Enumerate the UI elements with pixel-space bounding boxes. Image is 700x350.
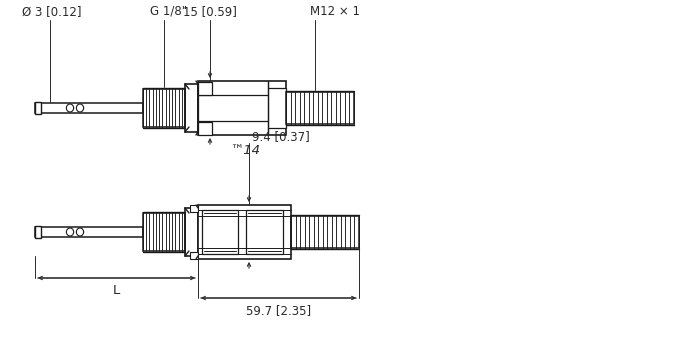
- Text: 9.4 [0.37]: 9.4 [0.37]: [252, 130, 309, 143]
- Bar: [198, 122, 212, 135]
- Bar: [143, 213, 185, 251]
- Text: Ø 3 [0.12]: Ø 3 [0.12]: [22, 5, 81, 18]
- Text: 59.7 [2.35]: 59.7 [2.35]: [246, 304, 311, 317]
- Bar: [35, 102, 41, 114]
- Bar: [198, 82, 212, 95]
- Bar: [291, 216, 359, 248]
- Bar: [185, 208, 198, 256]
- Bar: [198, 205, 291, 259]
- Bar: [190, 205, 198, 212]
- Text: 15 [0.59]: 15 [0.59]: [183, 5, 237, 18]
- Bar: [246, 210, 283, 254]
- Bar: [202, 210, 239, 254]
- Bar: [286, 92, 354, 124]
- Bar: [190, 252, 198, 259]
- Text: M12 × 1: M12 × 1: [310, 5, 360, 18]
- Bar: [35, 226, 41, 238]
- Bar: [198, 81, 286, 135]
- Bar: [35, 227, 143, 237]
- Text: ™14: ™14: [230, 144, 260, 156]
- Bar: [198, 95, 286, 121]
- Bar: [143, 89, 185, 127]
- Text: L: L: [113, 284, 120, 297]
- Bar: [35, 103, 143, 113]
- Bar: [268, 88, 286, 128]
- Text: G 1/8": G 1/8": [150, 5, 187, 18]
- Bar: [185, 84, 198, 132]
